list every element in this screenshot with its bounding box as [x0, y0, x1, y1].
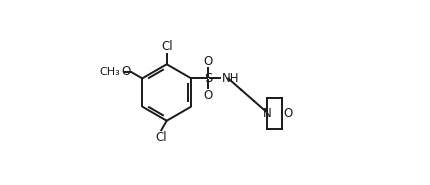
Text: CH₃: CH₃	[100, 68, 120, 78]
Text: O: O	[283, 107, 293, 120]
Text: N: N	[263, 107, 272, 120]
Text: S: S	[204, 72, 213, 85]
Text: Cl: Cl	[155, 131, 167, 144]
Text: O: O	[122, 65, 131, 78]
Text: O: O	[204, 89, 213, 102]
Text: Cl: Cl	[161, 40, 172, 53]
Text: O: O	[204, 55, 213, 68]
Text: NH: NH	[222, 72, 240, 85]
